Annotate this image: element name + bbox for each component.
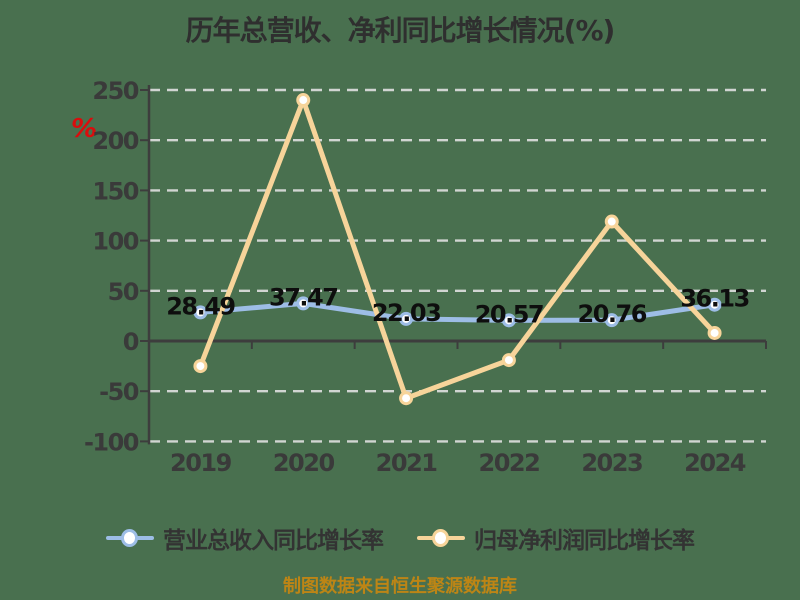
legend-circle [432,529,449,547]
x-axis-label: 2021 [376,449,438,477]
series-line-1 [197,97,718,401]
legend: 营业总收入同比增长率 归母净利润同比增长率 [0,521,800,555]
data-point-series-0 [707,297,722,312]
x-axis-label: 2022 [479,449,540,477]
x-axis-label: 2020 [273,449,335,477]
data-label: 37.47 [269,283,337,311]
data-label: 28.49 [166,292,235,320]
data-point-series-0 [604,313,619,328]
data-point-series-1 [296,93,311,108]
y-axis-tick-label: 0 [123,328,139,356]
x-axis-label: 2024 [684,449,746,477]
data-source-note: 制图数据来自恒生聚源数据库 [283,576,517,597]
data-point-series-1 [707,325,722,340]
legend-item-revenue-growth: 营业总收入同比增长率 [106,521,384,555]
x-axis-label: 2023 [581,449,642,477]
series-line-0 [197,300,718,323]
y-axis-tick-label: 150 [92,177,138,205]
legend-label-profit-growth: 归母净利润同比增长率 [474,528,695,554]
y-axis-tick-label: 250 [92,77,138,105]
chart-title: 历年总营收、净利同比增长情况(%) [185,14,616,47]
line-marker-icon [106,529,154,547]
y-axis-tick-label: 200 [92,127,138,155]
y-axis-tick-label: 50 [108,278,139,306]
data-point-series-1 [399,391,414,406]
legend-circle [121,529,138,547]
y-axis-unit-percent: % [71,114,98,144]
x-axis-label: 2019 [170,449,232,477]
y-axis-tick-label: -50 [99,378,139,406]
data-point-series-0 [193,305,208,320]
legend-label-revenue-growth: 营业总收入同比增长率 [163,528,384,554]
data-label: 20.57 [475,300,543,328]
y-axis-tick-label: -100 [84,428,139,456]
data-point-series-1 [501,353,516,368]
data-point-series-1 [193,359,208,374]
data-point-series-0 [501,313,516,328]
data-point-series-0 [399,311,414,326]
data-point-series-1 [604,214,619,229]
data-label: 20.76 [578,300,647,328]
data-point-series-0 [296,296,311,311]
data-label: 22.03 [372,299,440,327]
data-label: 36.13 [680,285,748,313]
legend-item-profit-growth: 归母净利润同比增长率 [417,521,695,555]
line-marker-icon [417,529,465,547]
y-axis-tick-label: 100 [92,228,138,256]
